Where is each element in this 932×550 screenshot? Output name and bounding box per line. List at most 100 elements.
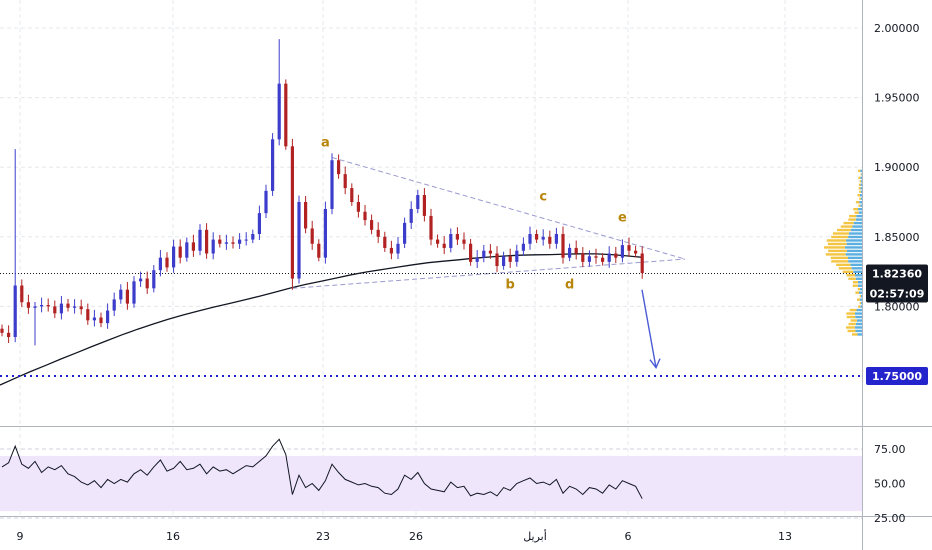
candle-body-15[interactable]	[99, 317, 103, 324]
candle-body-43[interactable]	[284, 83, 288, 147]
candle-body-19[interactable]	[125, 289, 129, 304]
candle-body-47[interactable]	[310, 228, 314, 244]
candle-body-54[interactable]	[356, 202, 360, 212]
candle-body-62[interactable]	[409, 208, 413, 223]
candle-body-74[interactable]	[488, 250, 492, 254]
candle-body-32[interactable]	[211, 239, 215, 254]
candle-body-97[interactable]	[640, 253, 644, 273]
candle-body-83[interactable]	[548, 236, 552, 244]
candle-body-65[interactable]	[429, 215, 433, 240]
candle-body-4[interactable]	[26, 302, 30, 308]
candle-body-18[interactable]	[119, 289, 123, 300]
candle-body-52[interactable]	[343, 174, 347, 189]
candle-body-90[interactable]	[594, 256, 598, 258]
candle-body-8[interactable]	[53, 306, 57, 314]
candle-body-31[interactable]	[205, 229, 209, 254]
candle-body-37[interactable]	[244, 239, 248, 241]
rsi-axis[interactable]: 75.00 50.00 25.00	[874, 443, 906, 525]
candle-body-21[interactable]	[139, 278, 143, 282]
candle-body-44[interactable]	[290, 146, 294, 279]
candle-body-14[interactable]	[92, 317, 96, 321]
candle-body-33[interactable]	[218, 239, 222, 244]
candle-body-27[interactable]	[178, 246, 182, 258]
candle-body-51[interactable]	[337, 160, 341, 175]
candle-body-5[interactable]	[33, 306, 37, 308]
candle-body-40[interactable]	[264, 190, 268, 214]
candle-body-13[interactable]	[86, 309, 90, 321]
candle-body-30[interactable]	[198, 229, 202, 251]
candle-body-48[interactable]	[317, 243, 321, 258]
time-axis[interactable]: 9 16 23 26 أبريل 6 13	[17, 529, 793, 543]
candle-body-79[interactable]	[521, 243, 525, 251]
candle-body-59[interactable]	[389, 247, 393, 254]
candle-body-92[interactable]	[607, 253, 611, 262]
candle-body-96[interactable]	[634, 250, 638, 254]
candle-body-57[interactable]	[376, 229, 380, 237]
candle-body-88[interactable]	[581, 253, 585, 262]
candle-body-87[interactable]	[574, 247, 578, 254]
candle-body-78[interactable]	[515, 250, 519, 262]
candle-body-85[interactable]	[561, 234, 565, 258]
candle-body-67[interactable]	[442, 243, 446, 248]
price-axis[interactable]: 2.00000 1.95000 1.90000 1.85000 1.80000	[874, 22, 920, 313]
candle-body-3[interactable]	[20, 285, 24, 303]
candle-body-11[interactable]	[73, 306, 77, 308]
candle-body-45[interactable]	[297, 202, 301, 279]
candle-body-10[interactable]	[66, 303, 70, 308]
candle-body-95[interactable]	[627, 245, 631, 251]
candle-body-55[interactable]	[363, 211, 367, 221]
candle-body-9[interactable]	[59, 303, 63, 314]
candle-body-12[interactable]	[79, 306, 83, 310]
candle-body-42[interactable]	[277, 83, 281, 140]
candle-body-25[interactable]	[165, 257, 169, 268]
candle-body-39[interactable]	[257, 213, 261, 235]
candle-body-89[interactable]	[587, 256, 591, 262]
candle-body-80[interactable]	[528, 234, 532, 244]
candle-body-16[interactable]	[106, 310, 110, 324]
candle-body-63[interactable]	[416, 195, 420, 209]
candle-body-81[interactable]	[535, 234, 539, 240]
candle-body-94[interactable]	[620, 245, 624, 258]
candle-body-68[interactable]	[449, 234, 453, 248]
candle-body-76[interactable]	[502, 256, 506, 267]
candle-body-6[interactable]	[40, 305, 44, 307]
candle-body-0[interactable]	[0, 328, 4, 333]
candle-body-24[interactable]	[158, 257, 162, 271]
candle-body-84[interactable]	[554, 234, 558, 244]
candle-body-72[interactable]	[475, 257, 479, 262]
candle-body-73[interactable]	[482, 250, 486, 258]
candle-body-2[interactable]	[13, 285, 17, 338]
candle-body-53[interactable]	[350, 188, 354, 202]
candle-body-46[interactable]	[304, 202, 308, 229]
candle-body-61[interactable]	[403, 222, 407, 244]
candle-body-36[interactable]	[238, 239, 242, 244]
candle-body-75[interactable]	[495, 253, 499, 267]
candle-body-17[interactable]	[112, 299, 116, 311]
candle-body-38[interactable]	[251, 234, 255, 240]
candle-body-70[interactable]	[462, 239, 466, 244]
candle-body-34[interactable]	[224, 242, 228, 244]
candle-body-56[interactable]	[370, 220, 374, 230]
candle-body-22[interactable]	[145, 278, 149, 289]
candle-body-28[interactable]	[185, 242, 189, 258]
candle-body-77[interactable]	[508, 256, 512, 262]
candle-body-41[interactable]	[271, 139, 275, 191]
candle-body-60[interactable]	[396, 243, 400, 254]
candles[interactable]	[0, 39, 644, 346]
candle-body-82[interactable]	[541, 236, 545, 240]
candle-body-91[interactable]	[601, 257, 605, 262]
candle-body-35[interactable]	[231, 242, 235, 244]
candle-body-66[interactable]	[436, 239, 440, 244]
candle-body-29[interactable]	[191, 242, 195, 251]
candle-body-50[interactable]	[330, 160, 334, 209]
candle-body-93[interactable]	[614, 253, 618, 258]
candle-body-86[interactable]	[568, 247, 572, 258]
candle-body-58[interactable]	[383, 236, 387, 248]
candle-body-7[interactable]	[46, 305, 50, 307]
candle-body-20[interactable]	[132, 281, 136, 304]
candle-body-49[interactable]	[323, 208, 327, 258]
candle-body-1[interactable]	[7, 332, 11, 338]
candle-body-69[interactable]	[455, 234, 459, 240]
candle-body-71[interactable]	[469, 243, 473, 262]
